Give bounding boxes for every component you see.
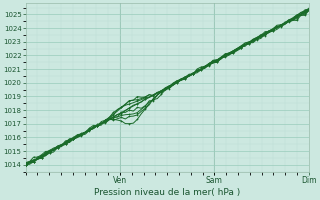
X-axis label: Pression niveau de la mer( hPa ): Pression niveau de la mer( hPa ) bbox=[94, 188, 240, 197]
